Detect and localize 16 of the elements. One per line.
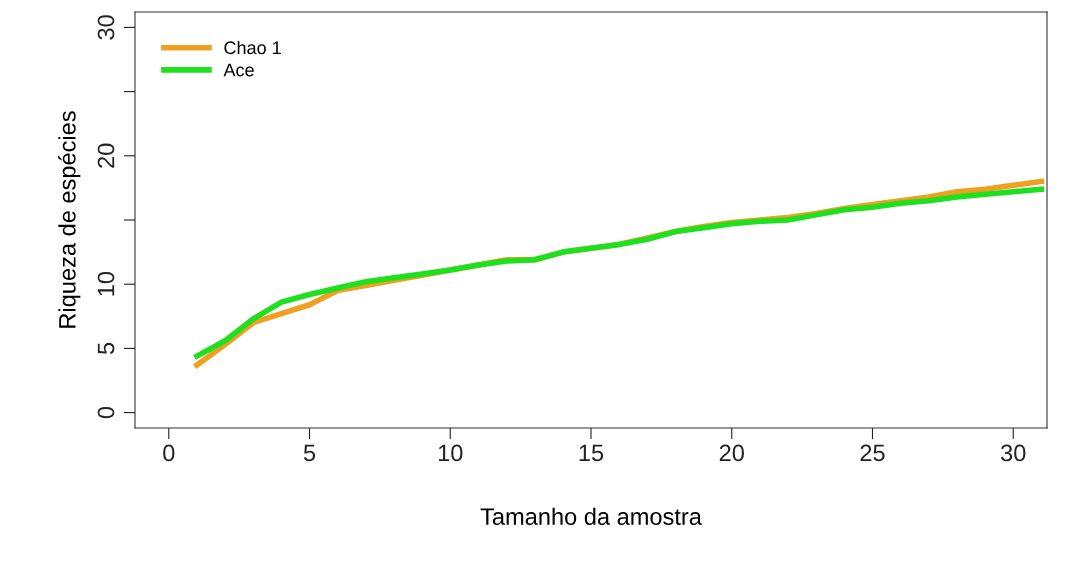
y-tick-label: 30 xyxy=(97,15,115,40)
legend-label: Chao 1 xyxy=(224,40,281,55)
x-tick-label: 15 xyxy=(579,444,604,462)
x-tick-label: 5 xyxy=(303,444,316,462)
y-tick-label: 10 xyxy=(97,271,115,296)
x-tick-label: 10 xyxy=(438,444,463,462)
x-tick-label: 0 xyxy=(163,444,175,462)
legend-label: Ace xyxy=(223,63,254,77)
y-tick-label: 20 xyxy=(97,143,115,168)
y-tick-label: 5 xyxy=(97,342,115,355)
x-axis-title: Tamanho da amostra xyxy=(480,507,702,525)
x-tick-label: 25 xyxy=(860,444,885,462)
y-tick-label: 0 xyxy=(97,406,115,419)
x-tick-label: 20 xyxy=(719,444,744,462)
y-axis-title: Riqueza de espécies xyxy=(58,111,81,328)
x-tick-label: 30 xyxy=(1000,444,1026,462)
